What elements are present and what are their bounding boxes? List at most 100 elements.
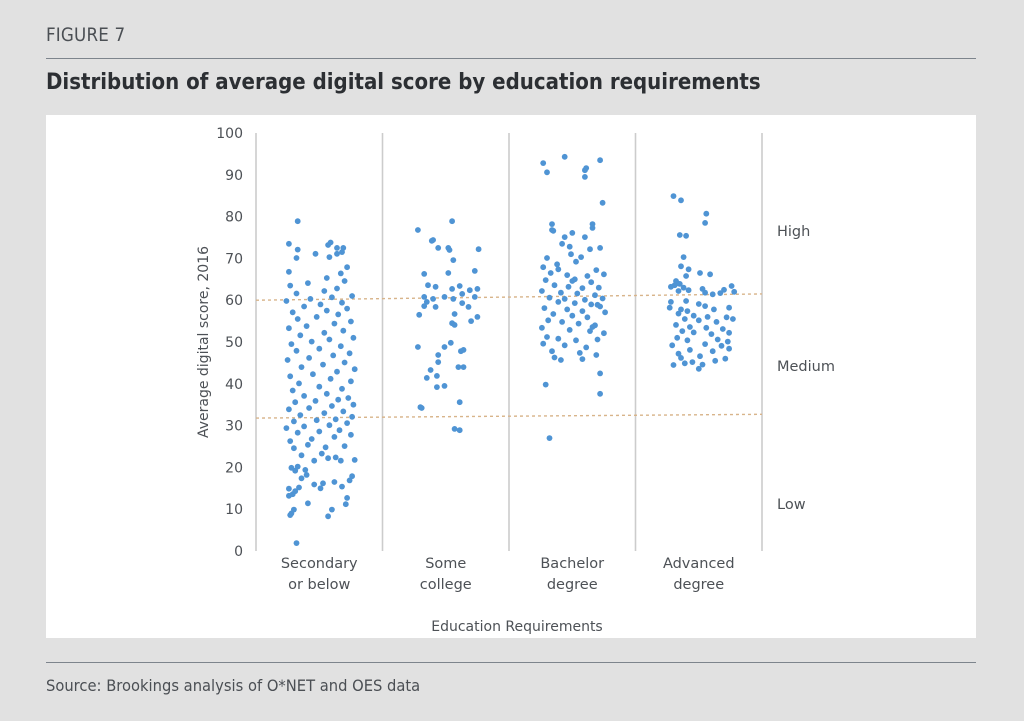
data-point [731, 288, 738, 295]
data-point [340, 245, 347, 251]
data-point [474, 286, 481, 292]
data-point [339, 385, 345, 392]
data-point [684, 308, 691, 314]
data-point [334, 368, 340, 375]
data-point [679, 328, 686, 334]
data-point [683, 232, 689, 239]
data-point [294, 316, 301, 322]
data-point [685, 287, 692, 294]
data-point [561, 296, 568, 302]
data-point [569, 230, 576, 236]
data-point [726, 304, 732, 311]
data-point [713, 319, 720, 325]
data-point [728, 283, 735, 289]
data-point [730, 316, 736, 322]
data-point [695, 317, 702, 324]
data-point [676, 232, 683, 238]
data-point [329, 294, 335, 301]
data-point [434, 384, 440, 390]
data-point [597, 370, 603, 377]
data-point [294, 246, 301, 253]
data-point [345, 395, 352, 401]
data-point [460, 364, 467, 370]
data-point [589, 225, 596, 231]
data-point [329, 403, 335, 409]
data-point [344, 264, 350, 271]
data-point [566, 327, 573, 333]
data-point [575, 320, 582, 327]
data-point [337, 270, 344, 277]
data-point [593, 352, 600, 358]
data-point [681, 316, 688, 322]
y-tick-label: 30 [225, 419, 243, 435]
data-point [435, 359, 442, 365]
data-point [348, 431, 354, 438]
data-point [544, 255, 550, 261]
x-tick-label-secondary-line2: or below [288, 577, 350, 593]
data-point [592, 292, 598, 299]
data-point [313, 417, 320, 424]
data-point [286, 240, 292, 247]
data-point [471, 268, 478, 274]
data-point [459, 291, 466, 297]
data-point [474, 314, 481, 320]
data-point [541, 305, 548, 311]
band-label-medium: Medium [777, 359, 835, 375]
data-point [293, 347, 300, 354]
data-point [296, 484, 302, 491]
data-point [582, 174, 588, 180]
data-point [283, 298, 290, 304]
data-point [351, 457, 358, 463]
x-tick-label-bachelor-line2: degree [547, 577, 598, 593]
data-point [339, 299, 345, 306]
data-point [597, 157, 603, 164]
data-point [291, 445, 297, 452]
data-point [573, 258, 579, 265]
x-tick-label-some_college-line2: college [420, 577, 472, 593]
data-point [687, 324, 693, 330]
data-point [551, 354, 558, 361]
data-point [451, 322, 458, 328]
data-point [331, 434, 338, 440]
x-tick-label-advanced-line2: degree [673, 577, 724, 593]
band-labels: High Medium Low [777, 224, 835, 513]
data-point [337, 457, 344, 464]
data-point [678, 197, 684, 204]
data-point [293, 540, 300, 546]
data-point [550, 227, 557, 234]
data-point [344, 420, 350, 426]
data-point [551, 282, 558, 289]
x-tick-label-secondary-line1: Secondary [281, 556, 358, 572]
data-point [540, 264, 547, 271]
y-tick-label: 100 [216, 126, 243, 142]
data-point [415, 344, 421, 350]
data-point [344, 305, 350, 312]
data-point [685, 266, 692, 273]
data-point [435, 352, 442, 358]
data-point [342, 501, 349, 508]
data-point [312, 398, 319, 404]
data-point [445, 270, 452, 276]
data-point [335, 396, 342, 403]
data-point [331, 320, 338, 327]
data-point [569, 312, 576, 319]
data-point [683, 273, 689, 279]
data-point [297, 412, 304, 418]
data-point [341, 359, 348, 366]
data-point [699, 361, 706, 368]
data-point [327, 375, 334, 382]
data-point [558, 289, 564, 296]
data-point [669, 342, 676, 349]
data-point [303, 472, 310, 478]
data-point [446, 247, 453, 253]
data-point [447, 339, 454, 346]
data-point [349, 293, 355, 299]
data-point [587, 246, 593, 253]
data-point [724, 338, 731, 345]
data-point [595, 284, 602, 291]
data-point [709, 348, 716, 355]
y-tick-label: 80 [225, 210, 243, 226]
data-point [456, 399, 463, 406]
data-point [325, 513, 331, 520]
y-tick-label: 70 [225, 251, 243, 267]
